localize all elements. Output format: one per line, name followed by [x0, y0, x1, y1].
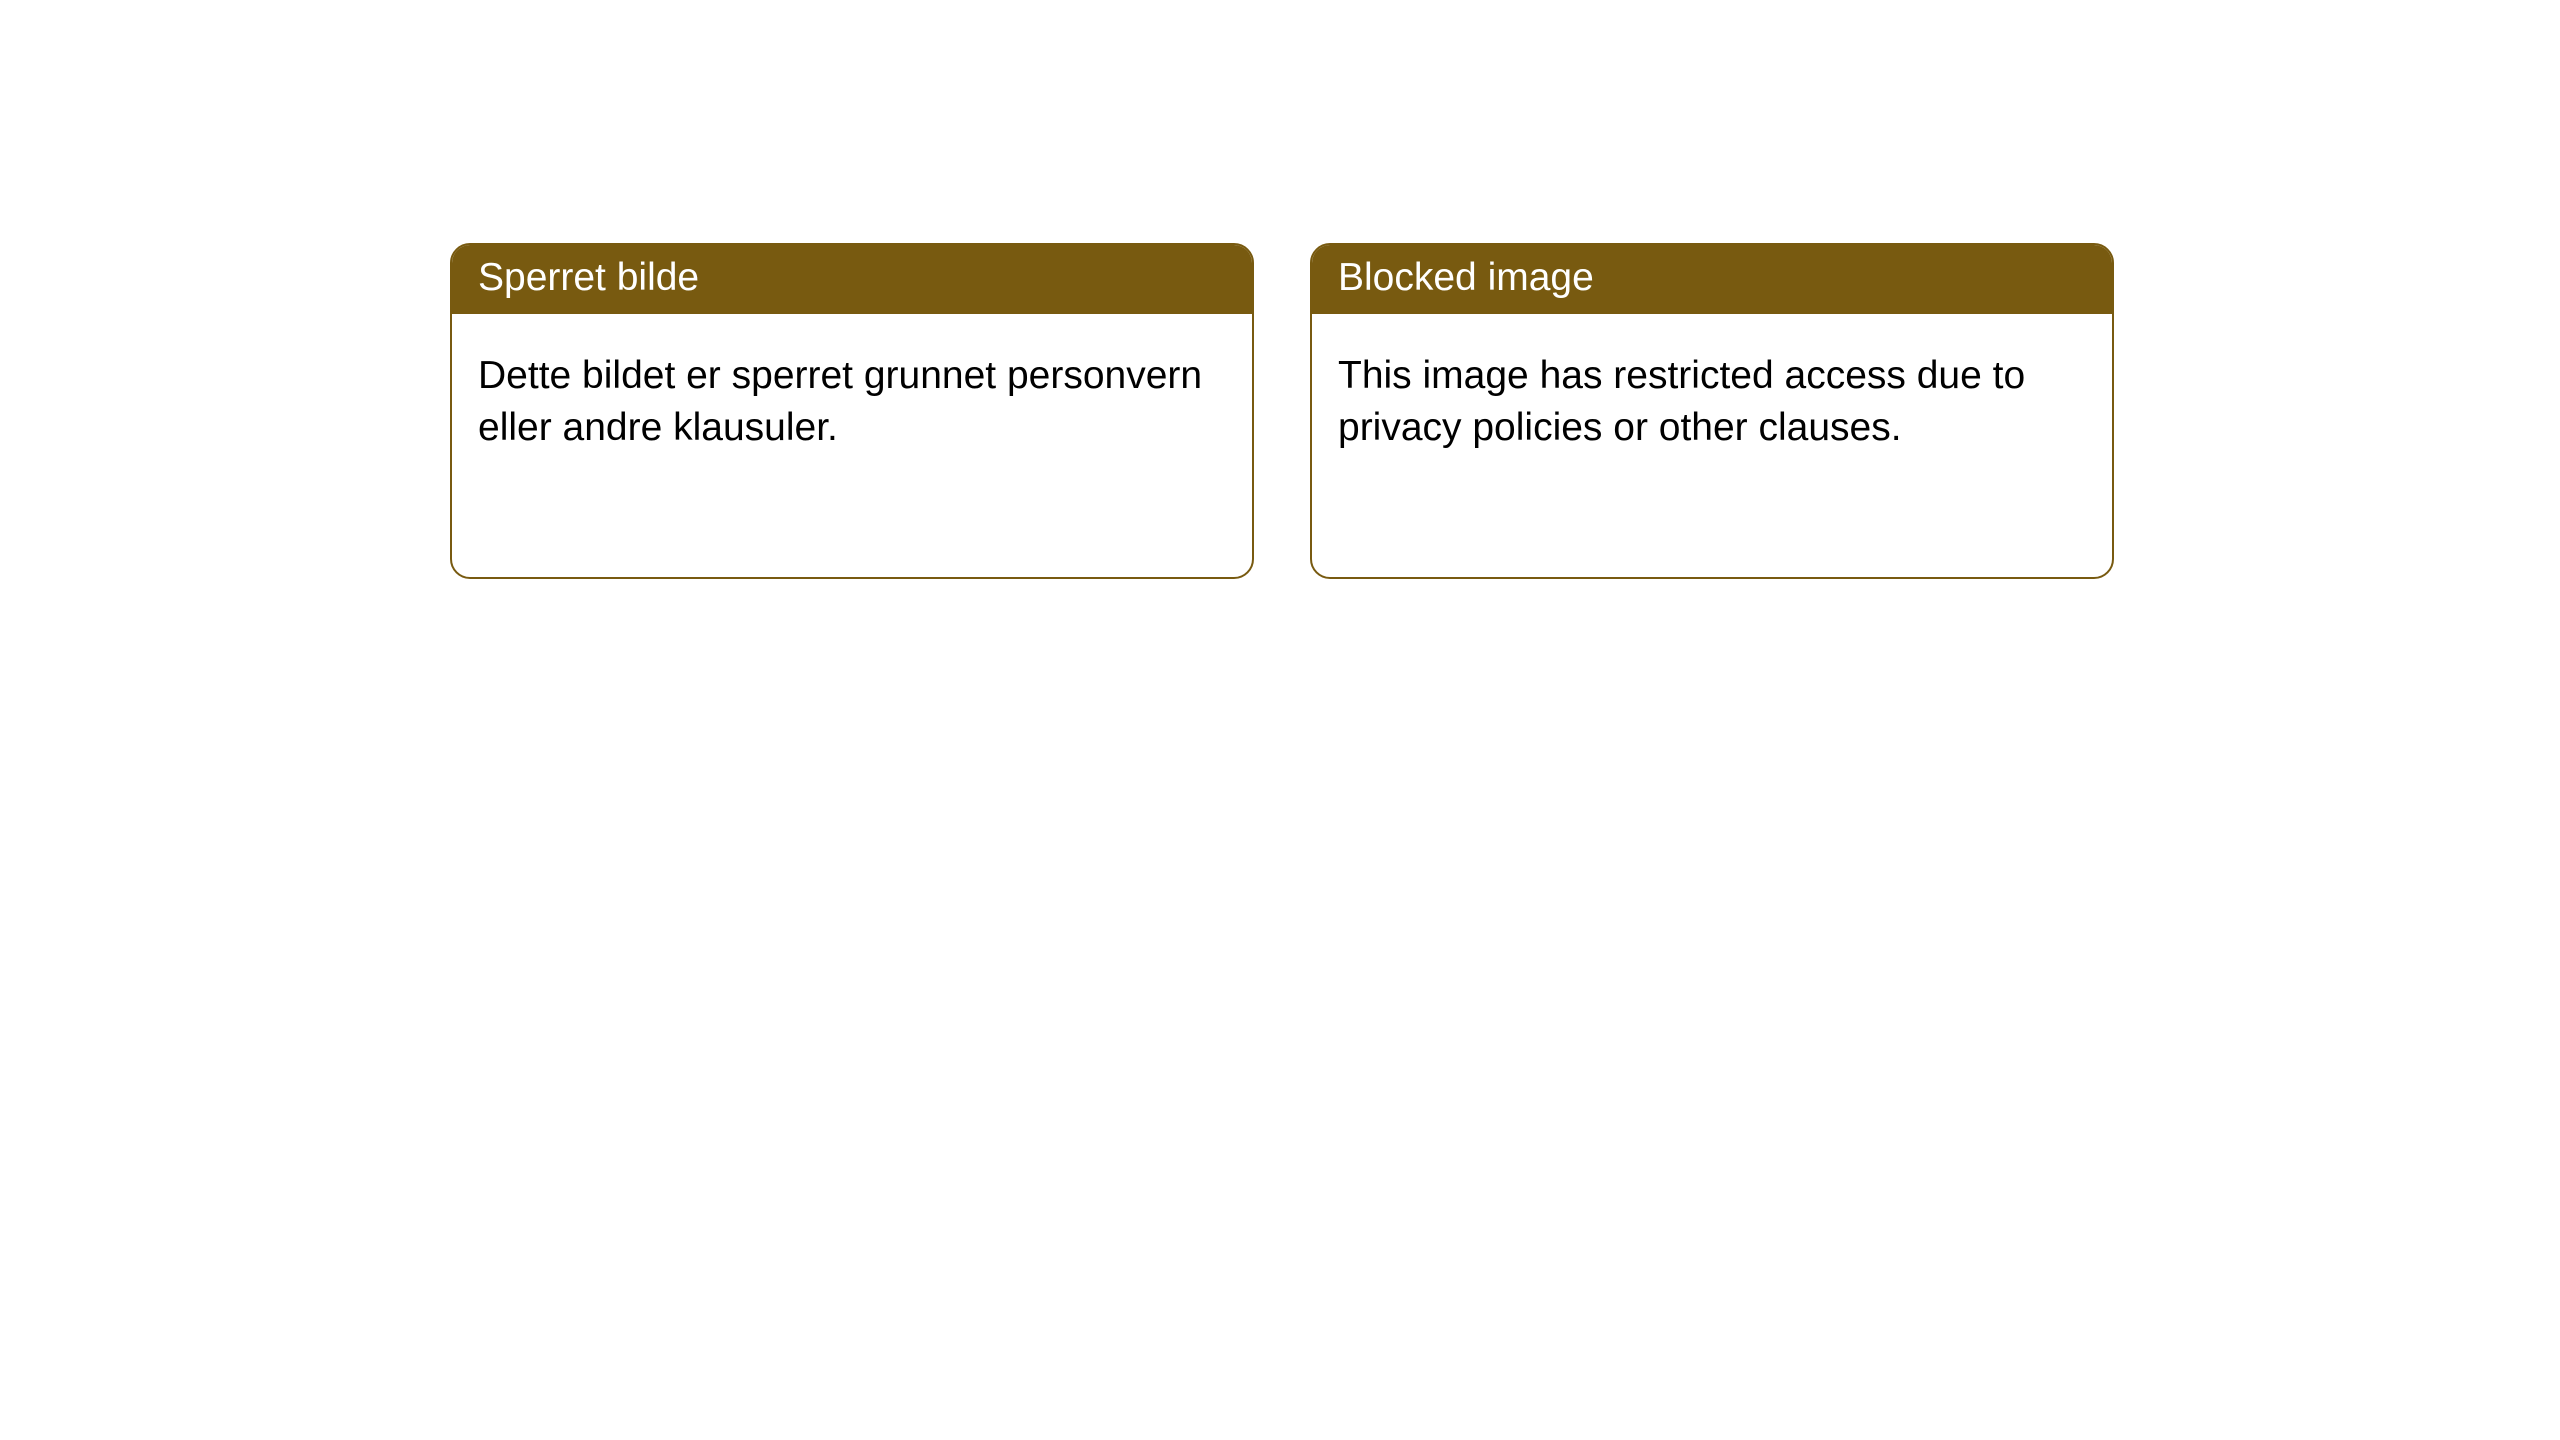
card-header-english: Blocked image — [1312, 245, 2112, 314]
card-body-english: This image has restricted access due to … — [1312, 314, 2112, 481]
card-body-norwegian: Dette bildet er sperret grunnet personve… — [452, 314, 1252, 481]
card-header-norwegian: Sperret bilde — [452, 245, 1252, 314]
card-english: Blocked image This image has restricted … — [1310, 243, 2114, 579]
cards-container: Sperret bilde Dette bildet er sperret gr… — [450, 243, 2114, 579]
card-norwegian: Sperret bilde Dette bildet er sperret gr… — [450, 243, 1254, 579]
